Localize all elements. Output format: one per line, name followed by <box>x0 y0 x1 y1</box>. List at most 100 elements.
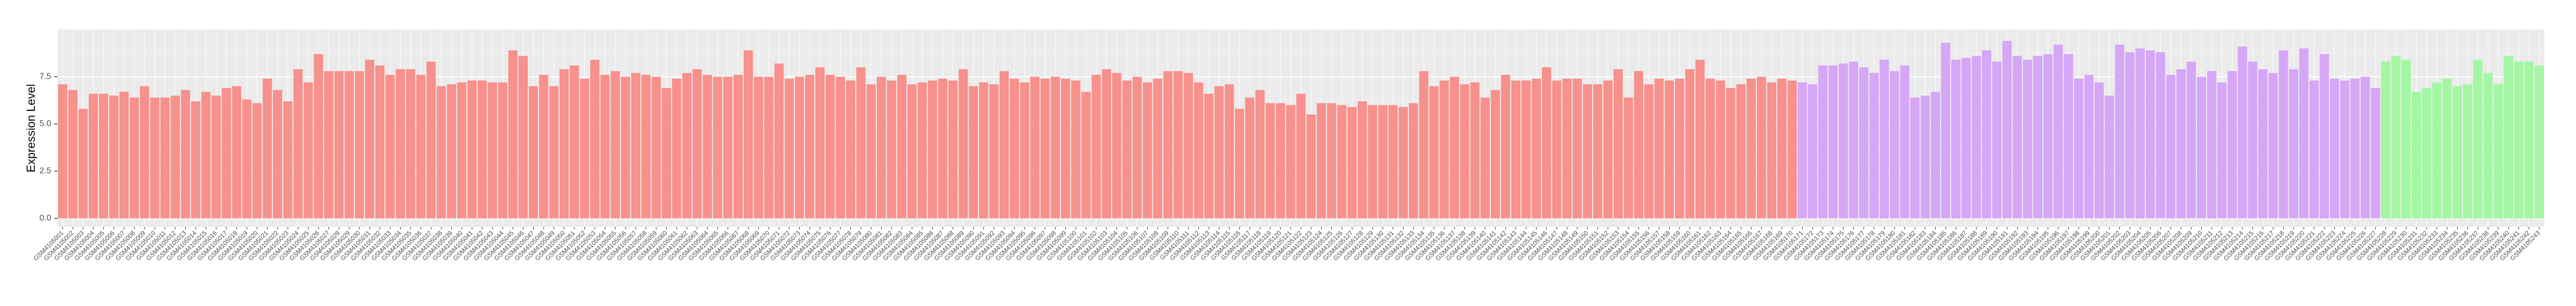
bar <box>1122 80 1132 218</box>
bar <box>1930 92 1940 218</box>
bar <box>2238 46 2247 218</box>
bar <box>488 82 497 218</box>
bar <box>1460 84 1470 218</box>
bar <box>1020 82 1029 218</box>
bar <box>1644 84 1654 218</box>
bar <box>2494 84 2503 218</box>
bar <box>2084 74 2094 218</box>
bar <box>1808 84 1817 218</box>
bar <box>508 50 518 218</box>
bar <box>222 88 231 218</box>
bar <box>999 71 1009 218</box>
bar <box>672 79 681 218</box>
bar <box>2432 82 2442 218</box>
bar <box>1920 95 1930 218</box>
bar <box>948 80 958 218</box>
bar <box>1214 86 1224 218</box>
bar <box>1562 79 1572 218</box>
bar <box>610 71 620 218</box>
bar <box>1746 79 1756 218</box>
bar <box>641 74 651 218</box>
bar <box>1480 97 1490 218</box>
bar <box>1092 74 1101 218</box>
bar <box>1982 50 1992 218</box>
bar <box>621 77 630 218</box>
bar <box>1634 71 1643 218</box>
bar <box>1900 65 1910 218</box>
bar <box>1818 65 1827 218</box>
y-axis-label: Expression Level <box>24 84 37 173</box>
bar <box>866 84 876 218</box>
bar <box>1347 107 1357 218</box>
bar <box>1573 79 1582 218</box>
bar <box>979 82 989 218</box>
bar <box>68 90 78 218</box>
bar <box>426 61 436 218</box>
bar <box>406 69 415 218</box>
bar <box>1521 80 1531 218</box>
bar <box>794 77 804 218</box>
bar <box>559 69 569 218</box>
bar <box>293 69 303 218</box>
bar <box>1030 77 1040 218</box>
bar <box>109 95 119 218</box>
bar <box>733 74 743 218</box>
bar <box>2166 74 2176 218</box>
bar <box>1961 58 1971 218</box>
bar <box>2063 54 2073 218</box>
bar <box>2483 73 2493 218</box>
bar <box>1429 86 1439 218</box>
bar <box>917 82 927 218</box>
bar <box>1286 105 1295 218</box>
bar <box>1552 80 1561 218</box>
bar <box>2023 60 2032 218</box>
bar <box>1603 80 1613 218</box>
bar <box>2463 84 2473 218</box>
bar <box>78 109 88 218</box>
bar <box>2248 61 2258 218</box>
bar <box>1951 60 1961 218</box>
bar <box>764 77 774 218</box>
bar <box>1695 60 1705 218</box>
bar <box>1235 109 1244 218</box>
bar <box>1153 79 1162 218</box>
bar <box>1204 93 1214 218</box>
bar <box>723 77 733 218</box>
bar <box>836 77 845 218</box>
bar <box>1194 82 1204 218</box>
bar <box>661 88 671 218</box>
bar <box>201 92 211 218</box>
bar <box>447 84 457 218</box>
bar <box>1245 97 1255 218</box>
bar <box>2115 44 2125 218</box>
bar <box>2401 60 2411 218</box>
bar <box>2207 71 2217 218</box>
bar <box>2268 73 2278 218</box>
bar <box>590 60 600 218</box>
bar <box>1869 73 1879 218</box>
bar <box>876 77 886 218</box>
bar <box>1531 79 1541 218</box>
bar <box>140 86 149 218</box>
y-tick-label: 2.5 <box>40 167 51 176</box>
bar <box>2350 79 2360 218</box>
bar <box>846 80 856 218</box>
bar <box>1388 105 1398 218</box>
bar <box>1409 103 1418 218</box>
bar <box>1491 90 1500 218</box>
bar <box>1839 63 1848 218</box>
bar <box>1675 79 1684 218</box>
bar <box>89 93 98 218</box>
bar <box>314 54 324 218</box>
bar <box>283 101 292 218</box>
bar <box>1511 80 1521 218</box>
y-tick-label: 0.0 <box>40 214 51 223</box>
bar <box>1040 79 1050 218</box>
bar <box>1317 103 1326 218</box>
bar <box>99 93 108 218</box>
bar <box>1972 56 1981 218</box>
bar <box>2504 56 2513 218</box>
bar <box>754 77 763 218</box>
bar <box>1358 101 1367 218</box>
bar <box>1142 82 1152 218</box>
